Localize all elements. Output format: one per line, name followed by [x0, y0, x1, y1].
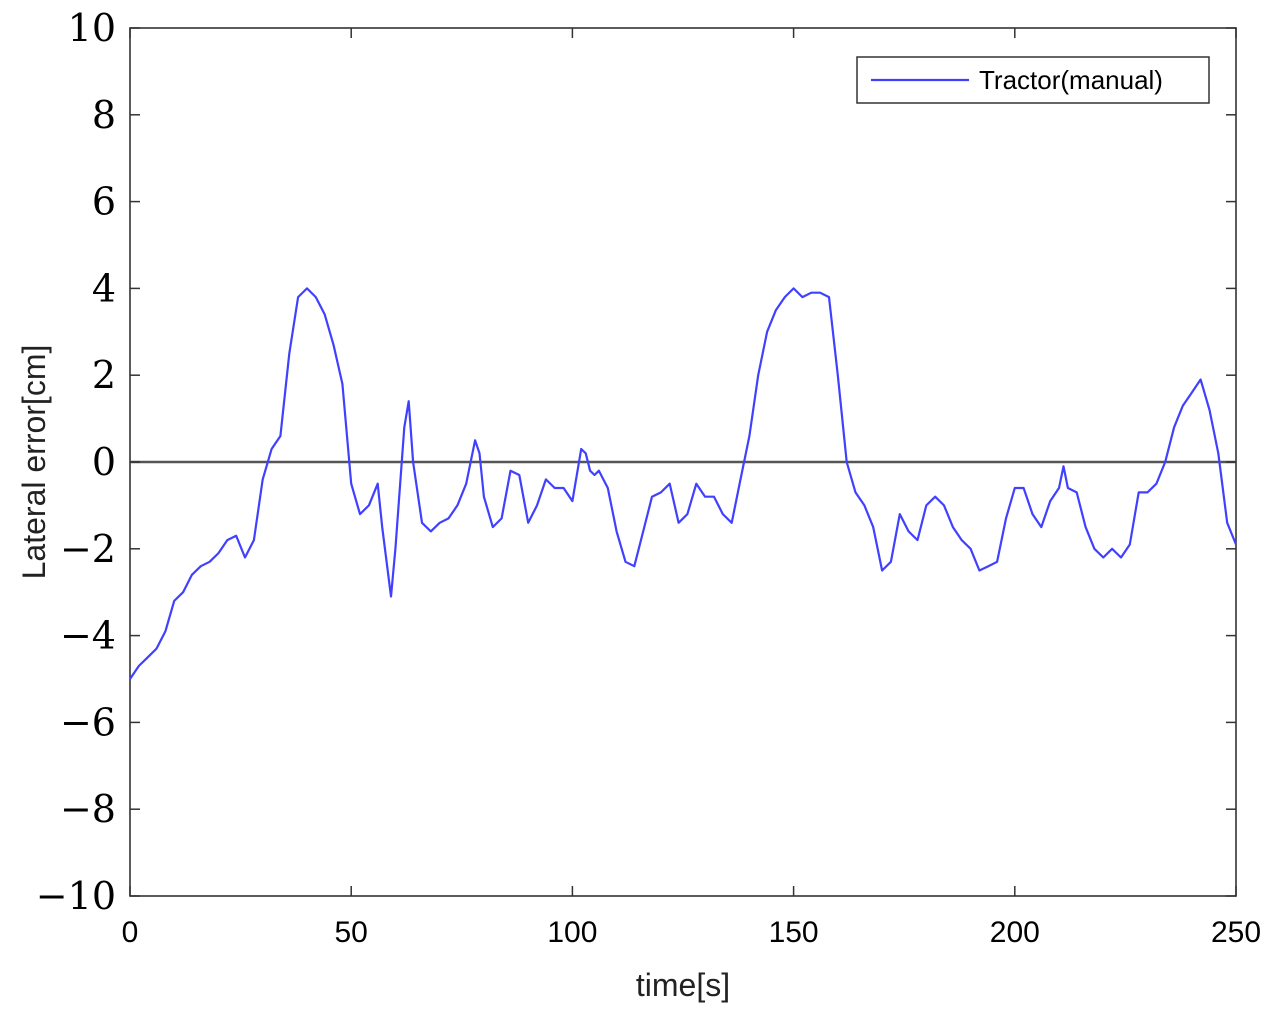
- x-axis-label: time[s]: [636, 967, 730, 1003]
- y-tick-label: 0: [92, 440, 116, 484]
- y-tick-label: −4: [60, 614, 116, 658]
- plot-area: [129, 27, 1237, 897]
- y-tick-label: −6: [60, 700, 116, 744]
- series-layer: [129, 287, 1238, 680]
- y-tick-label: 2: [92, 353, 116, 397]
- y-tick-label: −2: [60, 527, 116, 571]
- legend-entry-label: Tractor(manual): [979, 65, 1163, 95]
- y-tick-label: 10: [68, 6, 116, 50]
- x-tick-label: 100: [547, 916, 597, 949]
- x-tick-label: 200: [990, 916, 1040, 949]
- y-tick-label: −10: [36, 874, 116, 918]
- x-tick-label: 50: [335, 916, 368, 949]
- x-tick-label: 0: [122, 916, 139, 949]
- y-tick-label: 6: [92, 180, 116, 224]
- x-tick-label: 250: [1211, 916, 1261, 949]
- legend: Tractor(manual): [856, 56, 1210, 104]
- y-tick-label: −8: [60, 787, 116, 831]
- y-tick-label: 8: [92, 93, 116, 137]
- y-axis-label: Lateral error[cm]: [16, 345, 52, 580]
- series-line-tractor-manual: [129, 287, 1238, 680]
- x-tick-label: 150: [769, 916, 819, 949]
- y-tick-label: 4: [92, 266, 116, 310]
